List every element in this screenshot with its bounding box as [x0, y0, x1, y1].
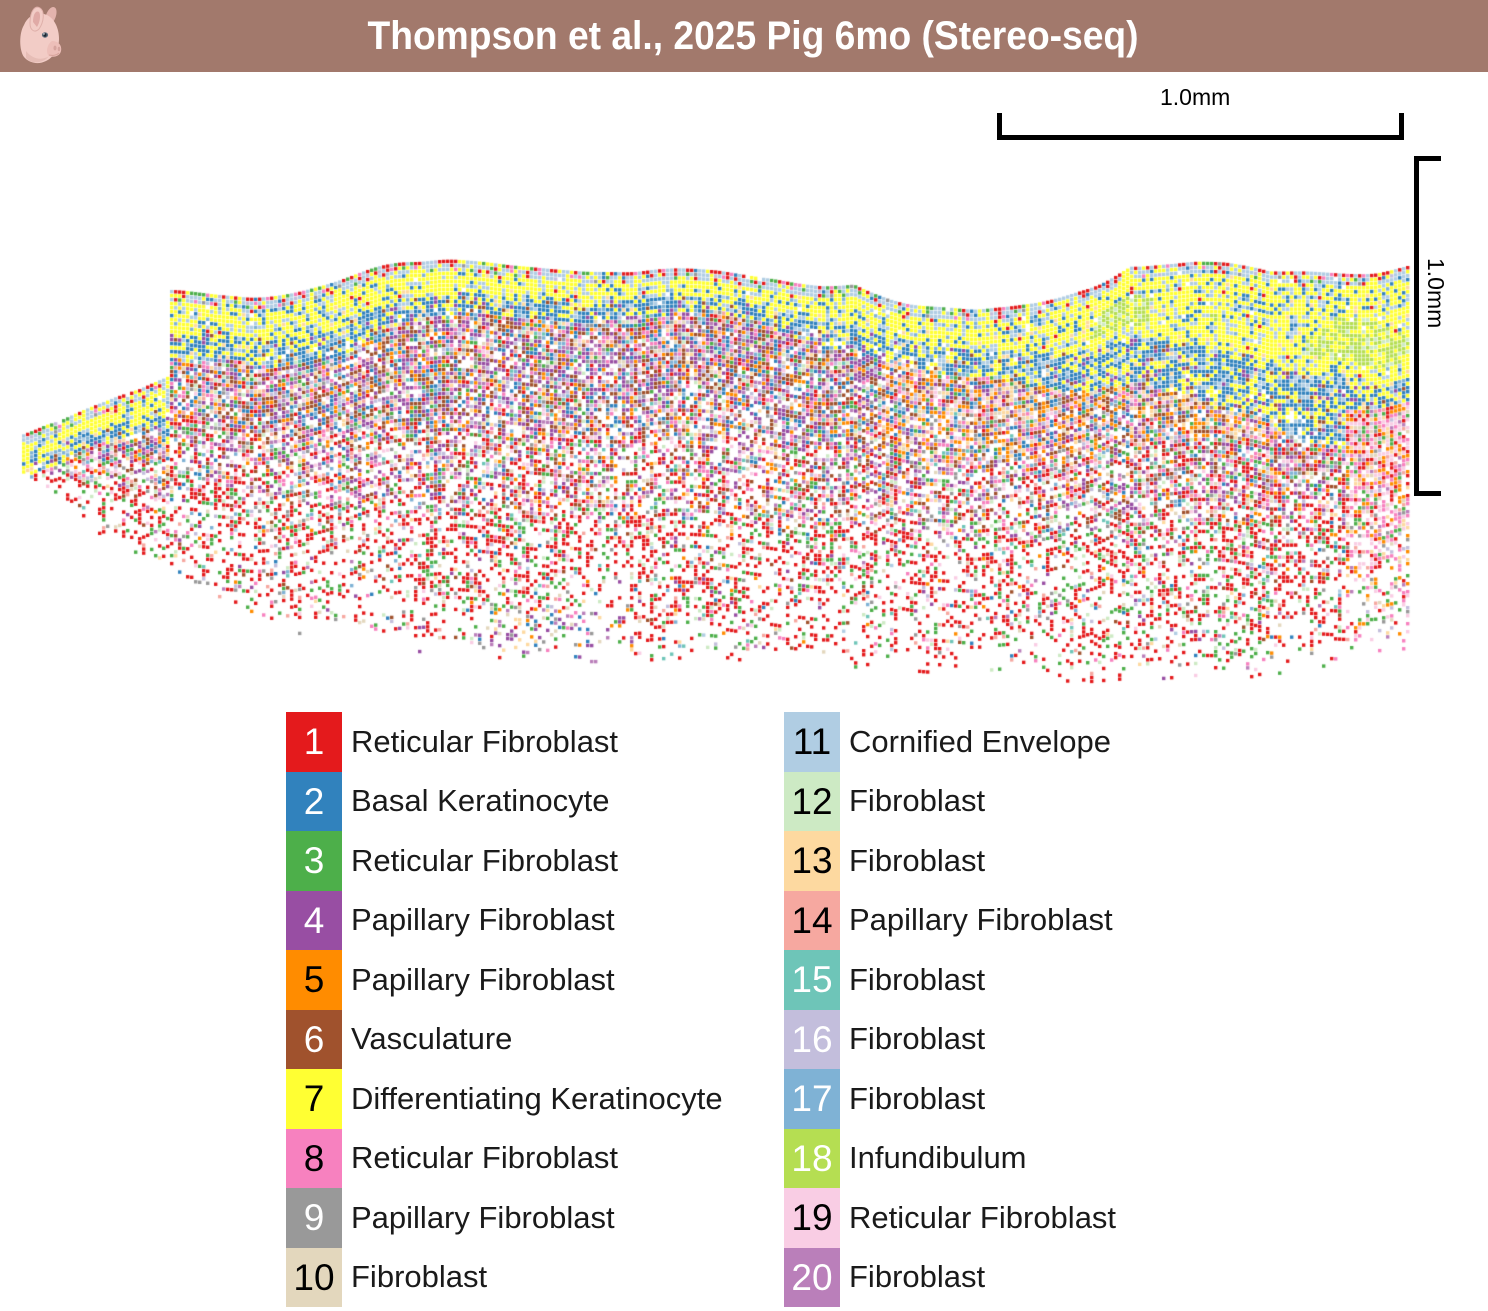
legend-item-13[interactable]: 13 Fibroblast	[784, 831, 1484, 891]
legend-item-17[interactable]: 17 Fibroblast	[784, 1069, 1484, 1129]
cluster-legend: 1 Reticular Fibroblast 2 Basal Keratinocyte…	[0, 712, 1488, 1311]
legend-label-11: Cornified Envelope	[849, 723, 1111, 759]
spatial-plot	[0, 72, 1488, 700]
pig-head-icon	[0, 0, 72, 72]
legend-swatch-12: 12	[784, 771, 840, 831]
horizontal-scalebar	[997, 113, 1404, 140]
legend-swatch-7: 7	[286, 1069, 342, 1129]
legend-swatch-3: 3	[286, 831, 342, 891]
vertical-scalebar	[1414, 156, 1441, 496]
legend-label-3: Reticular Fibroblast	[351, 842, 619, 878]
vertical-scalebar-label: 1.0mm	[1423, 258, 1449, 329]
title-bar: Thompson et al., 2025 Pig 6mo (Stereo-se…	[0, 0, 1488, 72]
legend-label-20: Fibroblast	[849, 1259, 986, 1295]
legend-label-4: Papillary Fibroblast	[351, 902, 615, 938]
legend-label-7: Differentiating Keratinocyte	[351, 1080, 723, 1116]
legend-swatch-17: 17	[784, 1069, 840, 1129]
legend-label-2: Basal Keratinocyte	[351, 783, 610, 819]
legend-label-17: Fibroblast	[849, 1080, 986, 1116]
legend-swatch-4: 4	[286, 890, 342, 950]
legend-item-14[interactable]: 14 Papillary Fibroblast	[784, 890, 1484, 950]
legend-item-9[interactable]: 9 Papillary Fibroblast	[286, 1188, 986, 1248]
legend-swatch-19: 19	[784, 1188, 840, 1248]
legend-item-19[interactable]: 19 Reticular Fibroblast	[784, 1188, 1484, 1248]
legend-label-6: Vasculature	[351, 1021, 513, 1057]
legend-swatch-16: 16	[784, 1009, 840, 1069]
legend-label-13: Fibroblast	[849, 842, 986, 878]
legend-label-16: Fibroblast	[849, 1021, 986, 1057]
legend-item-8[interactable]: 8 Reticular Fibroblast	[286, 1128, 986, 1188]
legend-column-left: 1 Reticular Fibroblast 2 Basal Keratinocyte…	[286, 712, 986, 1307]
legend-swatch-2: 2	[286, 771, 342, 831]
legend-swatch-18: 18	[784, 1128, 840, 1188]
legend-swatch-8: 8	[286, 1128, 342, 1188]
legend-item-3[interactable]: 3 Reticular Fibroblast	[286, 831, 986, 891]
legend-swatch-14: 14	[784, 890, 840, 950]
horizontal-scalebar-label: 1.0mm	[1160, 84, 1231, 110]
legend-item-4[interactable]: 4 Papillary Fibroblast	[286, 890, 986, 950]
legend-item-16[interactable]: 16 Fibroblast	[784, 1009, 1484, 1069]
legend-swatch-9: 9	[286, 1188, 342, 1248]
legend-item-12[interactable]: 12 Fibroblast	[784, 771, 1484, 831]
legend-swatch-6: 6	[286, 1009, 342, 1069]
legend-item-11[interactable]: 11 Cornified Envelope	[784, 712, 1484, 772]
legend-item-1[interactable]: 1 Reticular Fibroblast	[286, 712, 986, 772]
legend-label-9: Papillary Fibroblast	[351, 1199, 615, 1235]
legend-swatch-1: 1	[286, 712, 342, 772]
legend-item-10[interactable]: 10 Fibroblast	[286, 1247, 986, 1307]
legend-label-12: Fibroblast	[849, 783, 986, 819]
legend-label-18: Infundibulum	[849, 1140, 1027, 1176]
legend-label-15: Fibroblast	[849, 961, 986, 997]
legend-column-right: 11 Cornified Envelope 12 Fibroblast 13 Fibrob…	[784, 712, 1484, 1307]
legend-label-8: Reticular Fibroblast	[351, 1140, 619, 1176]
legend-swatch-11: 11	[784, 712, 840, 772]
tissue-spot-map	[0, 72, 1488, 700]
legend-label-19: Reticular Fibroblast	[849, 1199, 1117, 1235]
legend-swatch-20: 20	[784, 1247, 840, 1307]
legend-item-18[interactable]: 18 Infundibulum	[784, 1128, 1484, 1188]
legend-item-15[interactable]: 15 Fibroblast	[784, 950, 1484, 1010]
legend-item-5[interactable]: 5 Papillary Fibroblast	[286, 950, 986, 1010]
legend-swatch-10: 10	[286, 1247, 342, 1307]
legend-swatch-5: 5	[286, 950, 342, 1010]
legend-swatch-15: 15	[784, 950, 840, 1010]
legend-label-14: Papillary Fibroblast	[849, 902, 1113, 938]
legend-item-2[interactable]: 2 Basal Keratinocyte	[286, 771, 986, 831]
legend-item-7[interactable]: 7 Differentiating Keratinocyte	[286, 1069, 986, 1129]
legend-item-6[interactable]: 6 Vasculature	[286, 1009, 986, 1069]
page-title: Thompson et al., 2025 Pig 6mo (Stereo-se…	[367, 13, 1139, 58]
legend-swatch-13: 13	[784, 831, 840, 891]
legend-label-1: Reticular Fibroblast	[351, 723, 619, 759]
legend-label-10: Fibroblast	[351, 1259, 488, 1295]
legend-item-20[interactable]: 20 Fibroblast	[784, 1247, 1484, 1307]
legend-label-5: Papillary Fibroblast	[351, 961, 615, 997]
